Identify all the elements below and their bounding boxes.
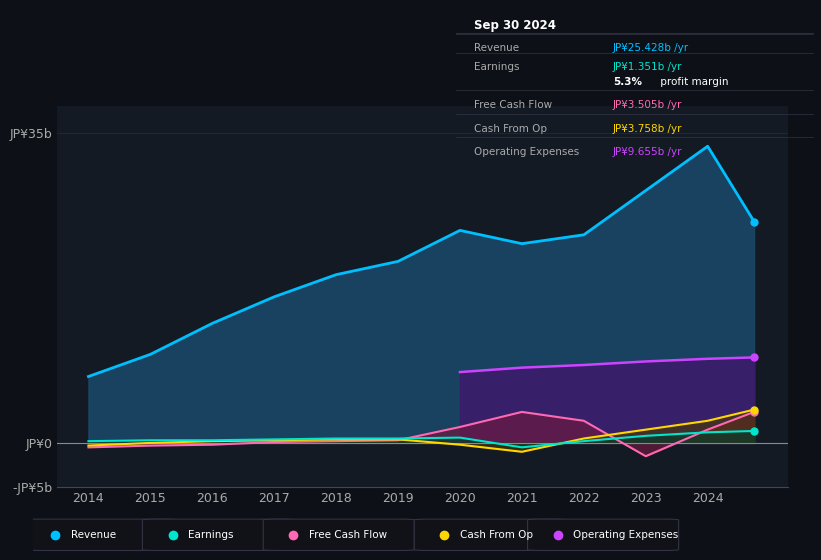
Text: JP¥3.758b /yr: JP¥3.758b /yr [612,124,682,133]
FancyBboxPatch shape [25,519,177,550]
Text: Operating Expenses: Operating Expenses [474,147,579,157]
Text: profit margin: profit margin [658,77,729,87]
Text: Cash From Op: Cash From Op [460,530,533,540]
Text: 5.3%: 5.3% [612,77,642,87]
Text: Earnings: Earnings [188,530,233,540]
FancyBboxPatch shape [142,519,293,550]
Text: JP¥1.351b /yr: JP¥1.351b /yr [612,62,682,72]
Text: JP¥25.428b /yr: JP¥25.428b /yr [612,43,689,53]
Text: Free Cash Flow: Free Cash Flow [309,530,387,540]
Text: Free Cash Flow: Free Cash Flow [474,100,552,110]
FancyBboxPatch shape [415,519,566,550]
Text: JP¥9.655b /yr: JP¥9.655b /yr [612,147,682,157]
Text: Cash From Op: Cash From Op [474,124,547,133]
Text: Revenue: Revenue [474,43,519,53]
Text: Revenue: Revenue [71,530,116,540]
Text: Operating Expenses: Operating Expenses [573,530,678,540]
FancyBboxPatch shape [528,519,679,550]
Text: Earnings: Earnings [474,62,519,72]
Text: Sep 30 2024: Sep 30 2024 [474,20,556,32]
Text: JP¥3.505b /yr: JP¥3.505b /yr [612,100,682,110]
FancyBboxPatch shape [264,519,415,550]
